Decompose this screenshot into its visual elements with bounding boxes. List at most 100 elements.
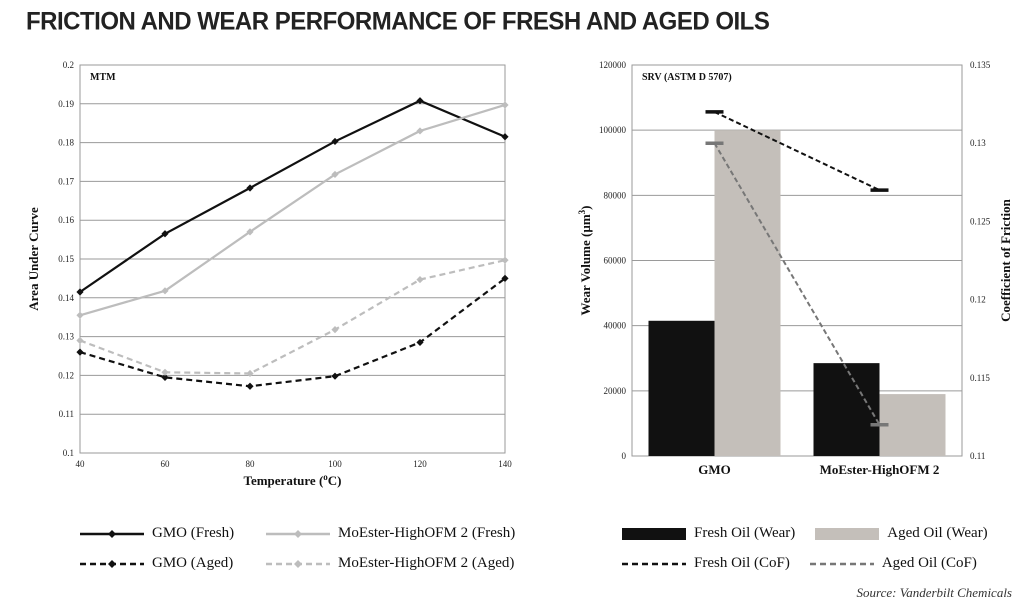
mtm-data-point — [246, 228, 254, 236]
srv-cof-line — [713, 142, 881, 426]
legend-marker-swatch — [294, 559, 302, 568]
mtm-y-tick: 0.1 — [63, 448, 74, 458]
legend-swatch — [266, 529, 330, 538]
mtm-chart: 0.1 0.11 0.12 0.13 0.14 0.15 0.16 0.17 0.18 0.19 0… — [26, 60, 512, 488]
srv-category-label: MoEster-HighOFM 2 — [820, 462, 940, 477]
mtm-y-tick: 0.12 — [58, 370, 74, 380]
mtm-y-tick: 0.13 — [58, 332, 74, 342]
srv-chart: 0 20000 40000 60000 80000 100000 120000 0.11 0.1… — [577, 60, 1013, 477]
srv-bar — [714, 130, 781, 456]
mtm-y-tick: 0.18 — [58, 138, 74, 148]
mtm-chart-title: MTM — [90, 72, 116, 83]
legend-label: Aged Oil (CoF) — [881, 555, 977, 571]
legend-row: GMO (Aged) MoEster-HighOFM 2 (Aged) — [78, 555, 532, 572]
mtm-series-line — [79, 103, 506, 317]
srv-y-tick: 80000 — [604, 190, 627, 200]
mtm-y-tick: 0.2 — [63, 60, 74, 70]
mtm-data-point — [501, 133, 509, 141]
legend-label: GMO (Fresh) — [152, 525, 235, 541]
legend-swatch — [80, 529, 144, 538]
legend-swatch — [622, 562, 686, 565]
legend-row: GMO (Fresh) MoEster-HighOFM 2 (Fresh) — [78, 525, 533, 542]
mtm-data-point — [246, 369, 254, 378]
source-credit: Source: Vanderbilt Chemicals — [856, 585, 1013, 600]
mtm-data-point — [246, 184, 254, 192]
legend-row: Fresh Oil (CoF) Aged Oil (CoF) — [620, 555, 995, 572]
legend-label: Fresh Oil (CoF) — [694, 555, 790, 571]
mtm-data-point — [331, 170, 339, 179]
mtm-data-point — [416, 338, 424, 347]
mtm-data-point — [161, 230, 169, 238]
srv-bar — [879, 394, 946, 456]
legend-item: Fresh Oil (CoF) — [620, 555, 790, 572]
legend-swatch — [809, 562, 874, 565]
mtm-y-tick: 0.17 — [58, 176, 74, 186]
legend-item: Aged Oil (CoF) — [808, 555, 977, 572]
srv-y2-tick: 0.11 — [970, 451, 985, 461]
mtm-y-tick: 0.15 — [58, 254, 74, 264]
mtm-data-point — [331, 326, 339, 334]
srv-plot-frame — [631, 64, 963, 457]
mtm-data-point — [76, 311, 84, 319]
srv-bar — [648, 320, 715, 456]
mtm-data-point — [246, 382, 254, 390]
legend-swatch — [622, 527, 686, 540]
mtm-y-tick: 0.14 — [58, 293, 74, 303]
legend-item: MoEster-HighOFM 2 (Aged) — [264, 555, 514, 572]
mtm-data-point — [331, 372, 339, 380]
legend-label: MoEster-HighOFM 2 (Fresh) — [338, 525, 516, 541]
srv-y2-tick: 0.12 — [970, 295, 986, 305]
srv-y-tick: 0 — [622, 451, 627, 461]
mtm-data-point — [331, 137, 339, 146]
mtm-x-tick: 100 — [328, 459, 342, 469]
srv-y2-tick: 0.13 — [970, 138, 986, 148]
legend-label: MoEster-HighOFM 2 (Aged) — [338, 555, 515, 571]
mtm-data-point — [161, 373, 169, 381]
legend-label: GMO (Aged) — [152, 555, 234, 571]
legend-item: Fresh Oil (Wear) — [620, 525, 795, 542]
legend-bar-swatch — [815, 527, 880, 540]
mtm-x-axis-label: Temperature (oC) — [243, 472, 341, 488]
srv-y-tick: 100000 — [599, 125, 627, 135]
srv-y2-tick: 0.125 — [970, 216, 991, 226]
legend-item: GMO (Aged) — [78, 555, 246, 572]
mtm-x-tick: 60 — [161, 459, 171, 469]
legend-label: Fresh Oil (Wear) — [694, 525, 796, 541]
srv-y2-tick: 0.135 — [970, 60, 991, 70]
legend-bar-swatch — [622, 527, 686, 540]
mtm-data-point — [161, 368, 169, 376]
mtm-x-tick: 140 — [498, 459, 512, 469]
legend-marker-swatch — [294, 529, 302, 538]
page-title: FRICTION AND WEAR PERFORMANCE OF FRESH A… — [26, 7, 770, 36]
legend-swatch — [815, 527, 880, 540]
legend-marker-swatch — [108, 559, 116, 568]
mtm-y-tick: 0.11 — [59, 409, 74, 419]
srv-bar — [813, 363, 880, 456]
legend-item: MoEster-HighOFM 2 (Fresh) — [264, 525, 515, 542]
mtm-data-point — [76, 336, 84, 345]
srv-y-axis-label: Wear Volume (µm3) — [577, 206, 593, 316]
legend-item: GMO (Fresh) — [78, 525, 246, 542]
mtm-series-line — [79, 259, 506, 375]
legend-item: Aged Oil (Wear) — [813, 525, 988, 542]
mtm-data-point — [76, 348, 84, 356]
srv-y2-tick: 0.115 — [970, 373, 990, 383]
mtm-data-point — [501, 101, 509, 109]
legend-label: Aged Oil (Wear) — [887, 525, 988, 541]
mtm-x-tick: 120 — [413, 459, 427, 469]
legend-swatch — [266, 559, 330, 568]
mtm-series-line — [79, 99, 506, 293]
srv-y-tick: 120000 — [599, 60, 627, 70]
srv-y2-axis-label: Coefficient of Friction — [998, 198, 1013, 322]
mtm-data-point — [501, 256, 509, 264]
mtm-y-tick: 0.16 — [58, 215, 74, 225]
legend-marker-swatch — [108, 529, 116, 538]
srv-cof-line — [714, 111, 880, 192]
srv-y-tick: 60000 — [604, 256, 627, 266]
mtm-x-tick: 80 — [246, 459, 256, 469]
mtm-data-point — [416, 97, 424, 105]
mtm-x-tick: 40 — [76, 459, 86, 469]
legend-row: Fresh Oil (Wear) Aged Oil (Wear) — [620, 525, 1006, 542]
srv-y-tick: 20000 — [604, 386, 627, 396]
mtm-y-axis-label: Area Under Curve — [26, 207, 41, 311]
